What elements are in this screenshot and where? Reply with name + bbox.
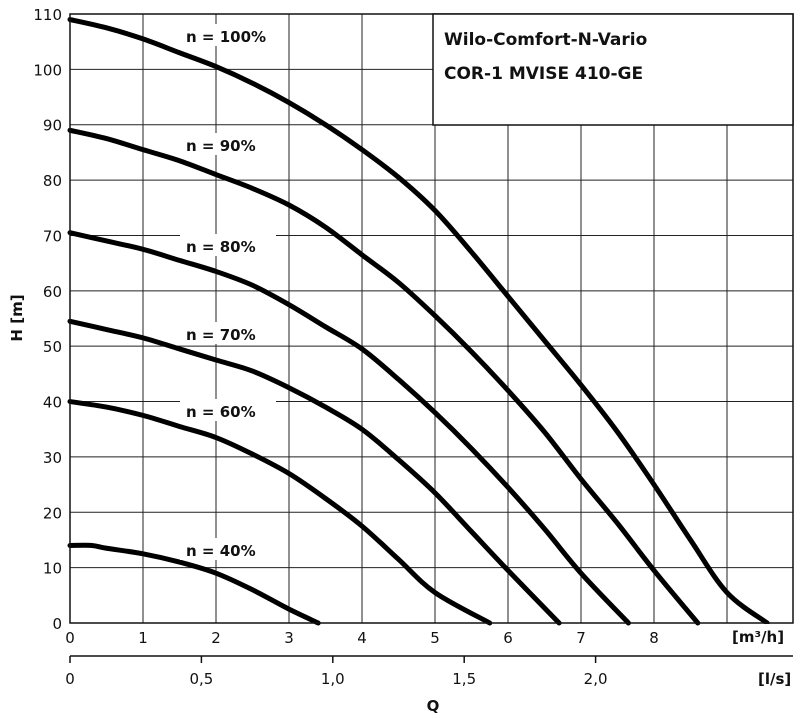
y-tick-label: 90: [43, 117, 62, 135]
x-axis-secondary-ticks: 0 0,5 1,0 1,5 2,0: [65, 656, 608, 688]
y-tick-label: 50: [43, 338, 62, 356]
series-line: [67, 318, 562, 626]
series-line: [67, 542, 321, 626]
series-line: [67, 127, 701, 626]
label-bg-60: [180, 399, 276, 421]
y-axis: 0 10 20 30 40 50 60 70 80 90 100 110: [33, 6, 62, 633]
x2-tick-label: 1,5: [452, 670, 476, 688]
x-tick-label: 2: [211, 629, 221, 647]
series-line: [67, 17, 770, 626]
x-unit-secondary: [l/s]: [758, 670, 791, 688]
x-axis-secondary: 0 0,5 1,0 1,5 2,0 [l/s]: [65, 655, 793, 688]
y-tick-label: 60: [43, 283, 62, 301]
y-tick-label: 80: [43, 172, 62, 190]
y-tick-label: 110: [33, 6, 62, 24]
title-box-frame: [432, 13, 794, 126]
title-box: Wilo-Comfort-N-Vario COR-1 MVISE 410-GE: [432, 13, 794, 126]
x-tick-label: 6: [503, 629, 513, 647]
x2-tick-label: 0,5: [189, 670, 213, 688]
y-tick-label: 70: [43, 227, 62, 245]
x-tick-label: 5: [430, 629, 440, 647]
label-bg-100: [180, 24, 288, 46]
unit-primary-bg: [728, 624, 794, 648]
series-line: [67, 230, 631, 626]
x-tick-label: 8: [649, 629, 659, 647]
x2-tick-label: 2,0: [584, 670, 608, 688]
title-line-2: COR-1 MVISE 410-GE: [444, 64, 643, 84]
curve-label-80: n = 80%: [186, 238, 256, 256]
label-bg-80: [180, 234, 276, 256]
x-tick-label: 3: [284, 629, 294, 647]
x-axis-primary: 0 1 2 3 4 5 6 7 8: [65, 629, 659, 647]
y-tick-label: 40: [43, 394, 62, 412]
label-bg-40: [180, 538, 276, 560]
x-axis-title: Q: [427, 697, 440, 715]
y-tick-label: 100: [33, 61, 62, 79]
x-unit-primary: [m³/h]: [732, 628, 784, 646]
x2-tick-label: 0: [65, 670, 75, 688]
y-tick-label: 30: [43, 449, 62, 467]
curve-labels: n = 100% n = 90% n = 80% n = 70% n = 60%…: [180, 24, 288, 560]
plot-frame: [69, 13, 794, 624]
x-tick-label: 0: [65, 629, 75, 647]
curve-label-100: n = 100%: [186, 28, 266, 46]
label-bg-70: [180, 322, 276, 344]
curve-label-90: n = 90%: [186, 137, 256, 155]
x-tick-label: 7: [576, 629, 586, 647]
curves: [67, 17, 770, 626]
x-tick-label: 4: [357, 629, 367, 647]
y-tick-label: 20: [43, 504, 62, 522]
x2-tick-label: 1,0: [321, 670, 345, 688]
label-bg-90: [180, 133, 276, 155]
y-tick-label: 10: [43, 560, 62, 578]
curve-label-60: n = 60%: [186, 403, 256, 421]
curve-label-70: n = 70%: [186, 326, 256, 344]
series-line: [67, 399, 493, 626]
x-tick-label: 1: [138, 629, 148, 647]
curve-label-40: n = 40%: [186, 542, 256, 560]
y-tick-label: 0: [52, 615, 62, 633]
title-line-1: Wilo-Comfort-N-Vario: [444, 30, 647, 50]
y-axis-title: H [m]: [8, 294, 26, 341]
